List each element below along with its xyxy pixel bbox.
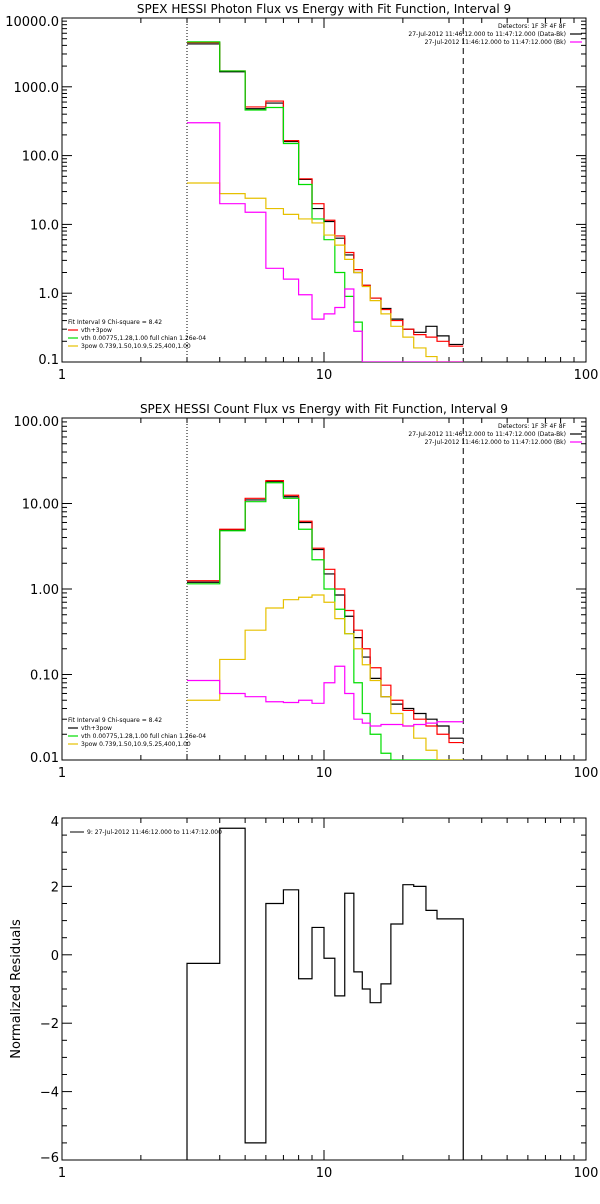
legend-top-text: 27-Jul-2012 11:46:12.000 to 11:47:12.000… [425,439,566,446]
y-tick-label: −6 [40,1151,59,1166]
x-tick-label: 1 [58,368,66,383]
legend-entry-text: 3pow 0.739,1.50,10.9,5.25,400,1.00 [81,343,191,350]
series-step-line-0 [186,827,464,1160]
legend-entry-text: 3pow 0.739,1.50,10.9,5.25,400,1.00 [81,741,191,748]
y-tick-label: 1.0 [38,287,59,302]
y-tick-label: 100.00 [14,415,60,430]
series-step-line-0 [187,481,464,739]
legend-top-text: 27-Jul-2012 11:46:12.000 to 11:47:12.000… [408,431,566,438]
y-tick-label: −2 [40,1017,59,1032]
residual-legend-text: 9: 27-Jul-2012 11:46:12.000 to 11:47:12.… [87,829,222,836]
legend-top-text: 27-Jul-2012 11:46:12.000 to 11:47:12.000… [425,39,566,46]
x-tick-label: 100 [574,1166,599,1181]
x-tick-label: 10 [316,766,333,781]
legend-entry-text: vth 0.00775,1.28,1.00 full chian 1.26e-0… [81,733,206,740]
y-tick-label: 4 [51,815,59,830]
series-step-line-4 [187,122,464,362]
y-tick-label: −4 [40,1086,59,1101]
y-tick-label: 100.0 [22,150,59,165]
residuals-panel: 1 10 100 −6 −4 −2 0 2 4 Normalized Residuals 9: 27… [9,815,598,1181]
legend-fit-header: Fit Interval 9 Chi-square = 8.42 [68,319,162,326]
x-tick-label: 1 [58,766,66,781]
photon-flux-panel: SPEX HESSI Photon Flux vs Energy with Fi… [5,2,598,383]
y-tick-label: 0.1 [38,353,59,368]
legend-top-text: Detectors: 1F 3F 4F 8F [498,423,567,430]
plot-frame [61,17,587,363]
legend-entry-text: vth+3pow [81,725,112,732]
legend-fit-header: Fit Interval 9 Chi-square = 8.42 [68,717,162,724]
series-step-line-1 [187,480,464,744]
y-tick-label: 1.00 [30,583,59,598]
series-step-line-4 [187,665,464,727]
legend-entry-text: vth+3pow [81,327,112,334]
y-tick-label: 1000.0 [14,81,60,96]
x-tick-label: 10 [316,368,333,383]
series-step-line-2 [187,482,464,760]
y-tick-label: 10.0 [30,218,59,233]
y-tick-label: 2 [51,880,59,895]
y-tick-label: 10.00 [22,498,59,513]
x-tick-label: 10 [316,1166,333,1181]
plot-frame [61,817,587,1161]
y-tick-label: 0.10 [30,669,59,684]
series-step-line-3 [187,182,464,362]
count-flux-panel: SPEX HESSI Count Flux vs Energy with Fit… [14,402,599,781]
legend-entry-text: vth 0.00775,1.28,1.00 full chian 1.26e-0… [81,335,206,342]
legend-top-text: Detectors: 1F 3F 4F 8F [498,23,567,30]
legend-top-text: 27-Jul-2012 11:46:12.000 to 11:47:12.000… [408,31,566,38]
x-tick-label: 1 [58,1166,66,1181]
chart-title: SPEX HESSI Count Flux vs Energy with Fit… [140,402,508,416]
y-tick-label: 10000.0 [5,15,59,30]
chart-title: SPEX HESSI Photon Flux vs Energy with Fi… [137,2,511,16]
series-step-line-3 [187,594,464,760]
y-tick-label: 0 [51,949,59,964]
y-axis-label: Normalized Residuals [9,919,24,1059]
series-step-line-1 [187,41,464,347]
x-tick-label: 100 [574,368,599,383]
y-tick-label: 0.01 [30,751,59,766]
series-step-line-2 [187,41,464,362]
x-tick-label: 100 [574,766,599,781]
